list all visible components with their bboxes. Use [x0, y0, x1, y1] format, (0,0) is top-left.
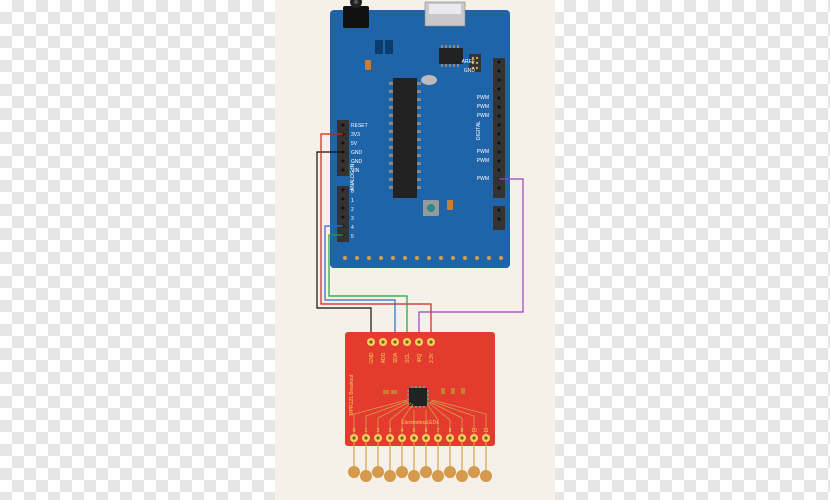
svg-text:RESET: RESET: [351, 123, 368, 129]
svg-text:PWM: PWM: [477, 176, 489, 182]
svg-text:3V3: 3V3: [351, 132, 360, 138]
wiring-diagram: RESET 3V3 5V GND GND VIN 0 1 2 3 4 5 ANA…: [275, 0, 555, 500]
svg-text:GND: GND: [464, 68, 476, 74]
svg-text:PWM: PWM: [477, 149, 489, 155]
svg-text:9: 9: [461, 428, 464, 434]
svg-text:IRQ: IRQ: [417, 353, 423, 362]
diagram-stage: RESET 3V3 5V GND GND VIN 0 1 2 3 4 5 ANA…: [275, 0, 555, 500]
breakout-title: MPR121 Breakout: [349, 374, 355, 415]
svg-text:1: 1: [365, 428, 368, 434]
svg-text:PWM: PWM: [477, 113, 489, 119]
breakout-row-label: Electrodes/LEDs: [401, 420, 439, 426]
svg-text:GND: GND: [369, 352, 375, 364]
svg-text:PWM: PWM: [477, 158, 489, 164]
svg-text:5: 5: [413, 428, 416, 434]
svg-text:3: 3: [389, 428, 392, 434]
svg-text:3.3V: 3.3V: [429, 352, 435, 363]
svg-text:0: 0: [353, 428, 356, 434]
svg-text:6: 6: [425, 428, 428, 434]
svg-text:PWM: PWM: [477, 104, 489, 110]
svg-text:3: 3: [351, 216, 354, 222]
touch-electrodes: [348, 442, 492, 482]
svg-text:2: 2: [351, 207, 354, 213]
svg-text:1: 1: [351, 198, 354, 204]
svg-text:SDA: SDA: [393, 352, 399, 363]
svg-text:10: 10: [471, 428, 477, 434]
svg-text:SCL: SCL: [405, 353, 411, 363]
svg-text:4: 4: [351, 225, 354, 231]
svg-text:2: 2: [377, 428, 380, 434]
svg-text:11: 11: [483, 428, 488, 434]
svg-text:7: 7: [437, 428, 440, 434]
svg-text:5: 5: [351, 234, 354, 240]
breakout-board: GND ADD SDA SCL IRQ 3.3V: [345, 332, 495, 446]
svg-text:GND: GND: [351, 150, 363, 156]
arduino-board: RESET 3V3 5V GND GND VIN 0 1 2 3 4 5 ANA…: [330, 0, 510, 268]
svg-text:4: 4: [401, 428, 404, 434]
svg-text:8: 8: [449, 428, 452, 434]
svg-text:AREF: AREF: [462, 59, 475, 65]
svg-text:PWM: PWM: [477, 95, 489, 101]
svg-text:5V: 5V: [351, 141, 358, 147]
digital-title: DIGITAL: [476, 121, 482, 140]
analog-in-title: ANALOG IN: [350, 163, 356, 191]
svg-text:ADD: ADD: [381, 352, 387, 363]
